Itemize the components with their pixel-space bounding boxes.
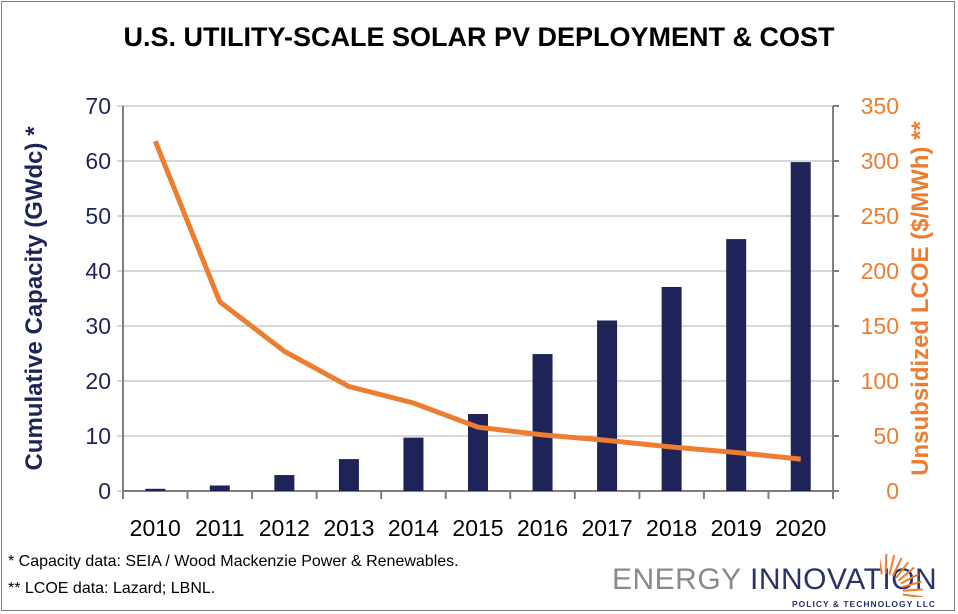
y-tick-label: 30	[85, 313, 111, 339]
sun-ray	[880, 557, 883, 575]
sun-ray	[895, 561, 910, 579]
bar-2010	[145, 488, 166, 491]
footnote-capacity: * Capacity data: SEIA / Wood Mackenzie P…	[8, 553, 459, 570]
y-tick-label: 10	[85, 423, 111, 449]
sun-ray	[902, 580, 922, 588]
x-tick-label: 2012	[259, 515, 310, 541]
sunburst-icon	[880, 553, 923, 597]
bar-2015	[468, 414, 488, 491]
sun-ray	[902, 588, 923, 592]
y2-axis-label: Unsubsidized LCOE ($/MWh) **	[907, 121, 934, 476]
x-tick-label: 2014	[388, 515, 439, 541]
x-tick-label: 2015	[452, 515, 503, 541]
bar-2017	[597, 320, 618, 491]
bar-2016	[532, 354, 553, 491]
y2-tick-label: 250	[861, 203, 899, 229]
y2-tick-label: 100	[861, 368, 899, 394]
sun-ray	[891, 557, 903, 577]
y-axis-label: Cumulative Capacity (GWdc) *	[21, 126, 48, 471]
x-tick-label: 2017	[582, 515, 633, 541]
bar-2018	[661, 286, 682, 491]
sun-ray	[888, 554, 896, 575]
x-tick-label: 2011	[195, 515, 244, 541]
sun-ray	[900, 573, 920, 585]
bar-2020	[790, 162, 811, 491]
sun-ray	[898, 566, 915, 582]
bar-2019	[726, 239, 747, 491]
lcoe-line	[152, 140, 801, 462]
y2-tick-label: 150	[861, 313, 899, 339]
sun-ray	[884, 553, 888, 575]
logo-text-energy: ENERGY	[612, 563, 750, 596]
y2-tick-label: 350	[861, 93, 899, 119]
y2-tick-label: 50	[873, 423, 899, 449]
sun-ray	[902, 593, 923, 597]
y2-tick-label: 300	[861, 148, 899, 174]
energy-innovation-logo: ENERGY INNOVATION POLICY & TECHNOLOGY LL…	[612, 553, 937, 609]
y-tick-label: 20	[85, 368, 111, 394]
x-tick-label: 2020	[775, 515, 826, 541]
bar-2011	[209, 485, 230, 491]
y2-tick-label: 200	[861, 258, 899, 284]
logo-subtitle: POLICY & TECHNOLOGY LLC	[792, 599, 937, 609]
x-tick-label: 2016	[517, 515, 568, 541]
y-tick-label: 70	[85, 93, 111, 119]
x-tick-label: 2013	[323, 515, 374, 541]
y-tick-label: 50	[85, 203, 111, 229]
y-tick-label: 0	[98, 478, 111, 504]
footnote-lcoe: ** LCOE data: Lazard; LBNL.	[8, 580, 216, 597]
bar-2014	[403, 437, 424, 491]
y2-tick-label: 0	[886, 478, 899, 504]
x-tick-label: 2019	[711, 515, 762, 541]
y-tick-label: 60	[85, 148, 111, 174]
bar-2013	[338, 459, 359, 491]
y-tick-label: 40	[85, 258, 111, 284]
chart-title: U.S. UTILITY-SCALE SOLAR PV DEPLOYMENT &…	[123, 22, 835, 52]
bar-2012	[274, 475, 295, 491]
x-tick-label: 2018	[646, 515, 697, 541]
x-tick-label: 2010	[130, 515, 181, 541]
